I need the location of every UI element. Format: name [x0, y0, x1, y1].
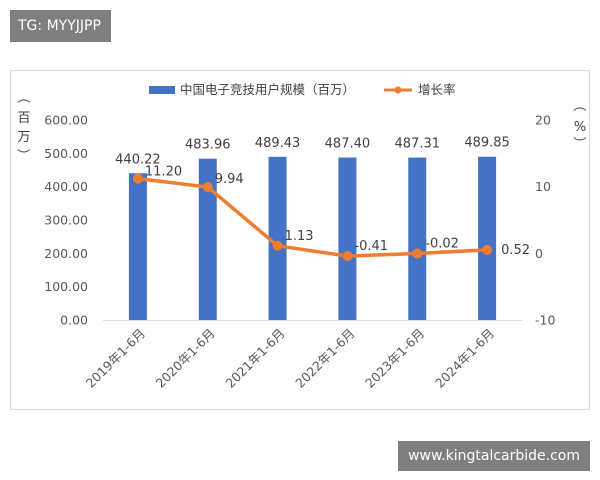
bar-value-label: 487.31 — [395, 137, 441, 152]
growth-point — [202, 182, 213, 193]
x-axis-ticks: 2019年1-6月 2020年1-6月 2021年1-6月 2022年1-6月 2023… — [83, 326, 497, 391]
x-tick-label: 2022年1-6月 — [292, 326, 357, 391]
bar-value-label: 483.96 — [185, 138, 231, 153]
left-unit-char: 万 — [17, 130, 30, 145]
left-unit-char: 百 — [17, 111, 30, 126]
right-tick-label: 0 — [535, 246, 543, 261]
left-axis-ticks: 0.00 100.00 200.00 300.00 400.00 500.00 600.00 — [44, 113, 88, 328]
line-series: 11.20 9.94 1.13 -0.41 -0.02 0.52 — [132, 165, 530, 262]
right-unit-char: ） — [571, 136, 586, 149]
legend: 中国电子竞技用户规模（百万） 增长率 — [149, 82, 456, 97]
growth-point — [132, 173, 143, 184]
growth-point — [412, 248, 423, 259]
bar-data-labels: 440.22 483.96 489.43 487.40 487.31 489.85 — [115, 136, 510, 168]
line-value-label: -0.41 — [354, 239, 388, 254]
legend-bar-label: 中国电子竞技用户规模（百万） — [180, 82, 355, 97]
left-tick-label: 500.00 — [44, 146, 88, 161]
left-tick-label: 600.00 — [44, 113, 88, 128]
growth-point — [272, 240, 283, 251]
x-tick-label: 2024年1-6月 — [432, 326, 497, 391]
bar — [268, 156, 287, 320]
chart-frame — [10, 70, 590, 410]
left-tick-label: 100.00 — [44, 279, 88, 294]
left-tick-label: 200.00 — [44, 246, 88, 261]
right-unit-char: （ — [571, 98, 586, 111]
right-tick-label: 10 — [535, 179, 551, 194]
right-unit-char: % — [574, 120, 586, 135]
channel-tag: TG: MYYJJPP — [10, 10, 111, 42]
bar-value-label: 440.22 — [115, 152, 161, 167]
line-value-label: -0.02 — [425, 236, 459, 251]
left-tick-label: 0.00 — [60, 313, 88, 328]
growth-point — [342, 251, 353, 262]
legend-line-label: 增长率 — [418, 82, 456, 97]
bar — [408, 157, 427, 320]
bar-series — [128, 156, 497, 320]
line-value-label: 1.13 — [285, 229, 314, 244]
legend-line-marker — [394, 86, 402, 94]
line-value-label: 11.20 — [145, 165, 182, 180]
left-unit-char: （ — [15, 90, 30, 103]
growth-line — [137, 176, 488, 258]
right-axis-ticks: -10 0 10 20 — [535, 113, 555, 328]
left-tick-label: 300.00 — [44, 213, 88, 228]
right-tick-label: -10 — [535, 313, 555, 328]
bar — [338, 157, 357, 320]
x-tick-label: 2023年1-6月 — [362, 326, 427, 391]
line-value-label: 9.94 — [215, 172, 244, 187]
x-tick-label: 2021年1-6月 — [222, 326, 287, 391]
right-axis-unit: （%） — [571, 98, 586, 149]
bar-value-label: 489.43 — [255, 136, 301, 151]
x-tick-label: 2020年1-6月 — [153, 326, 218, 391]
website-tag: www.kingtalcarbide.com — [398, 441, 590, 471]
left-axis-unit: （ 百万 ） — [15, 90, 31, 161]
left-tick-label: 400.00 — [44, 179, 88, 194]
line-value-label: 0.52 — [501, 243, 530, 258]
legend-bar-swatch — [149, 86, 175, 94]
bar-value-label: 489.85 — [464, 136, 510, 151]
bar — [478, 156, 497, 320]
bar — [198, 158, 217, 320]
bar-value-label: 487.40 — [325, 137, 371, 152]
left-unit-char: ） — [15, 148, 30, 161]
growth-point — [482, 244, 493, 255]
x-tick-label: 2019年1-6月 — [83, 326, 148, 391]
right-tick-label: 20 — [535, 113, 551, 128]
bar — [128, 173, 147, 320]
